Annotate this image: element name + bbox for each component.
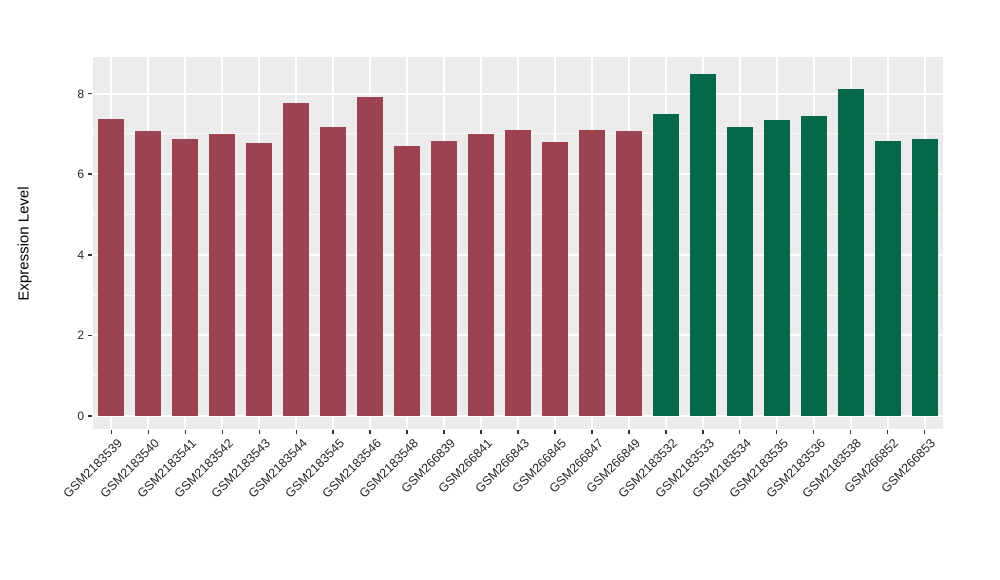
x-tick-mark — [886, 429, 889, 434]
y-tick-label: 0 — [77, 409, 84, 423]
y-tick-label: 6 — [77, 167, 84, 182]
y-tick-mark — [87, 334, 92, 337]
x-tick-mark — [923, 429, 926, 434]
plot-panel — [93, 57, 943, 429]
x-tick-mark — [812, 429, 815, 434]
x-tick-mark — [369, 429, 371, 434]
x-tick-mark — [554, 429, 556, 434]
x-tick-mark — [295, 429, 297, 434]
bar — [652, 113, 679, 416]
bar — [800, 115, 827, 416]
x-tick-mark — [775, 429, 778, 434]
bar — [578, 130, 605, 416]
bar — [468, 133, 495, 416]
bar — [135, 130, 162, 416]
y-tick-mark — [87, 254, 92, 256]
x-tick-mark — [221, 429, 224, 434]
x-tick-mark — [110, 429, 113, 434]
y-tick-mark — [87, 92, 92, 95]
x-tick-mark — [443, 429, 445, 434]
bar — [689, 73, 716, 416]
y-axis-title-column: Expression Level — [8, 57, 40, 429]
x-tick-mark — [628, 429, 630, 434]
bar — [911, 139, 938, 416]
bar — [357, 96, 384, 416]
bar — [320, 127, 347, 416]
x-tick-mark — [591, 429, 593, 434]
bar — [209, 133, 236, 416]
bar — [615, 131, 642, 416]
x-tick-mark — [517, 429, 519, 434]
x-tick-mark — [184, 429, 187, 434]
bar — [394, 145, 421, 416]
bar — [246, 143, 273, 416]
bar — [726, 126, 753, 416]
x-tick-mark — [332, 429, 334, 434]
bar — [874, 141, 901, 416]
y-tick-label: 2 — [77, 328, 84, 343]
x-tick-mark — [480, 429, 482, 434]
x-tick-mark — [258, 429, 261, 434]
x-tick-mark — [738, 429, 741, 434]
bar — [837, 89, 864, 416]
bar — [505, 129, 531, 416]
y-tick-label: 8 — [77, 86, 84, 101]
bar — [283, 102, 310, 416]
bar — [172, 139, 199, 416]
x-tick-mark — [406, 429, 408, 434]
x-tick-mark — [702, 429, 704, 434]
x-tick-mark — [147, 429, 150, 434]
y-tick-mark — [87, 415, 92, 417]
bar — [431, 141, 458, 416]
bar — [98, 118, 125, 416]
y-tick-label: 4 — [77, 247, 84, 262]
bar — [541, 142, 568, 416]
bar — [763, 120, 790, 416]
y-tick-mark — [87, 173, 92, 175]
x-tick-mark — [849, 429, 852, 434]
y-axis-title: Expression Level — [15, 185, 33, 301]
x-tick-mark — [665, 429, 667, 434]
